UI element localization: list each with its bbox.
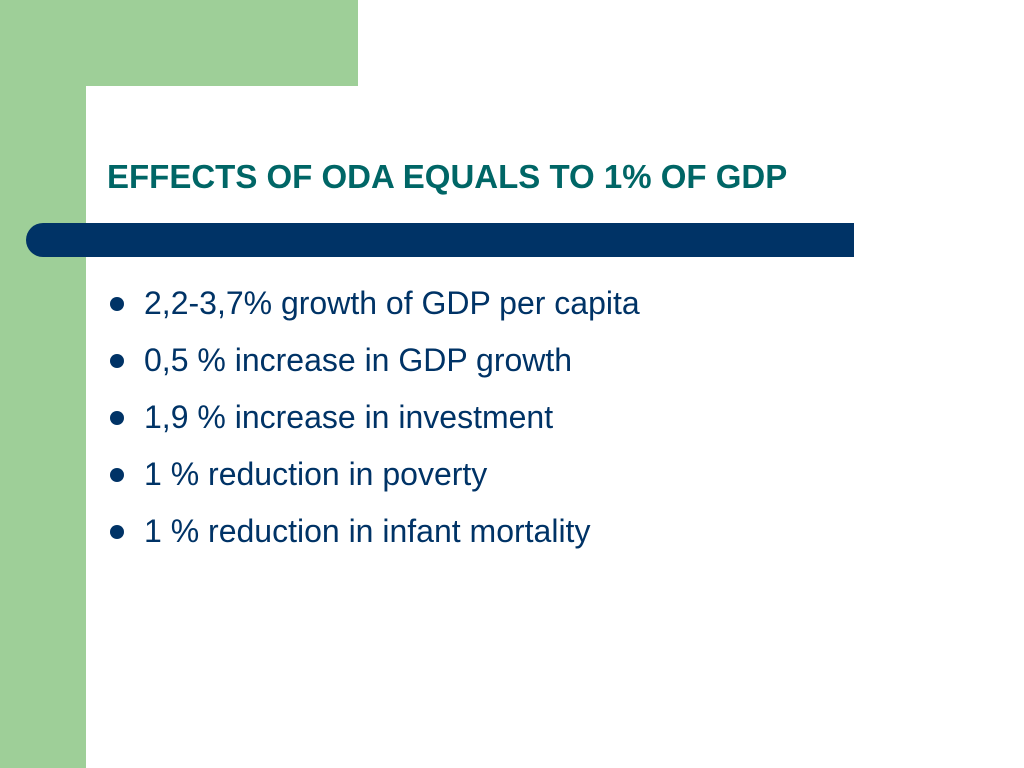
green-side-band [0, 0, 86, 768]
bullet-item: 2,2-3,7% growth of GDP per capita [108, 275, 640, 332]
content-panel [86, 86, 1024, 768]
bullet-text: 2,2-3,7% growth of GDP per capita [144, 285, 640, 321]
bullet-item: 0,5 % increase in GDP growth [108, 332, 640, 389]
bullet-dot-icon [110, 524, 124, 539]
title-underline-bar [26, 223, 854, 257]
bullet-dot-icon [110, 353, 124, 368]
bullet-item: 1 % reduction in infant mortality [108, 503, 640, 560]
bullet-dot-icon [110, 296, 124, 311]
bullet-list: 2,2-3,7% growth of GDP per capita 0,5 % … [108, 275, 640, 560]
bullet-item: 1 % reduction in poverty [108, 446, 640, 503]
bullet-text: 1 % reduction in poverty [144, 456, 488, 492]
green-top-band [0, 0, 358, 86]
bullet-dot-icon [110, 410, 124, 425]
bullet-text: 1 % reduction in infant mortality [144, 513, 591, 549]
bullet-item: 1,9 % increase in investment [108, 389, 640, 446]
slide-title: EFFECTS OF ODA EQUALS TO 1% OF GDP [107, 158, 788, 195]
bullet-text: 0,5 % increase in GDP growth [144, 342, 573, 378]
bullet-text: 1,9 % increase in investment [144, 399, 554, 435]
bullet-dot-icon [110, 467, 124, 482]
